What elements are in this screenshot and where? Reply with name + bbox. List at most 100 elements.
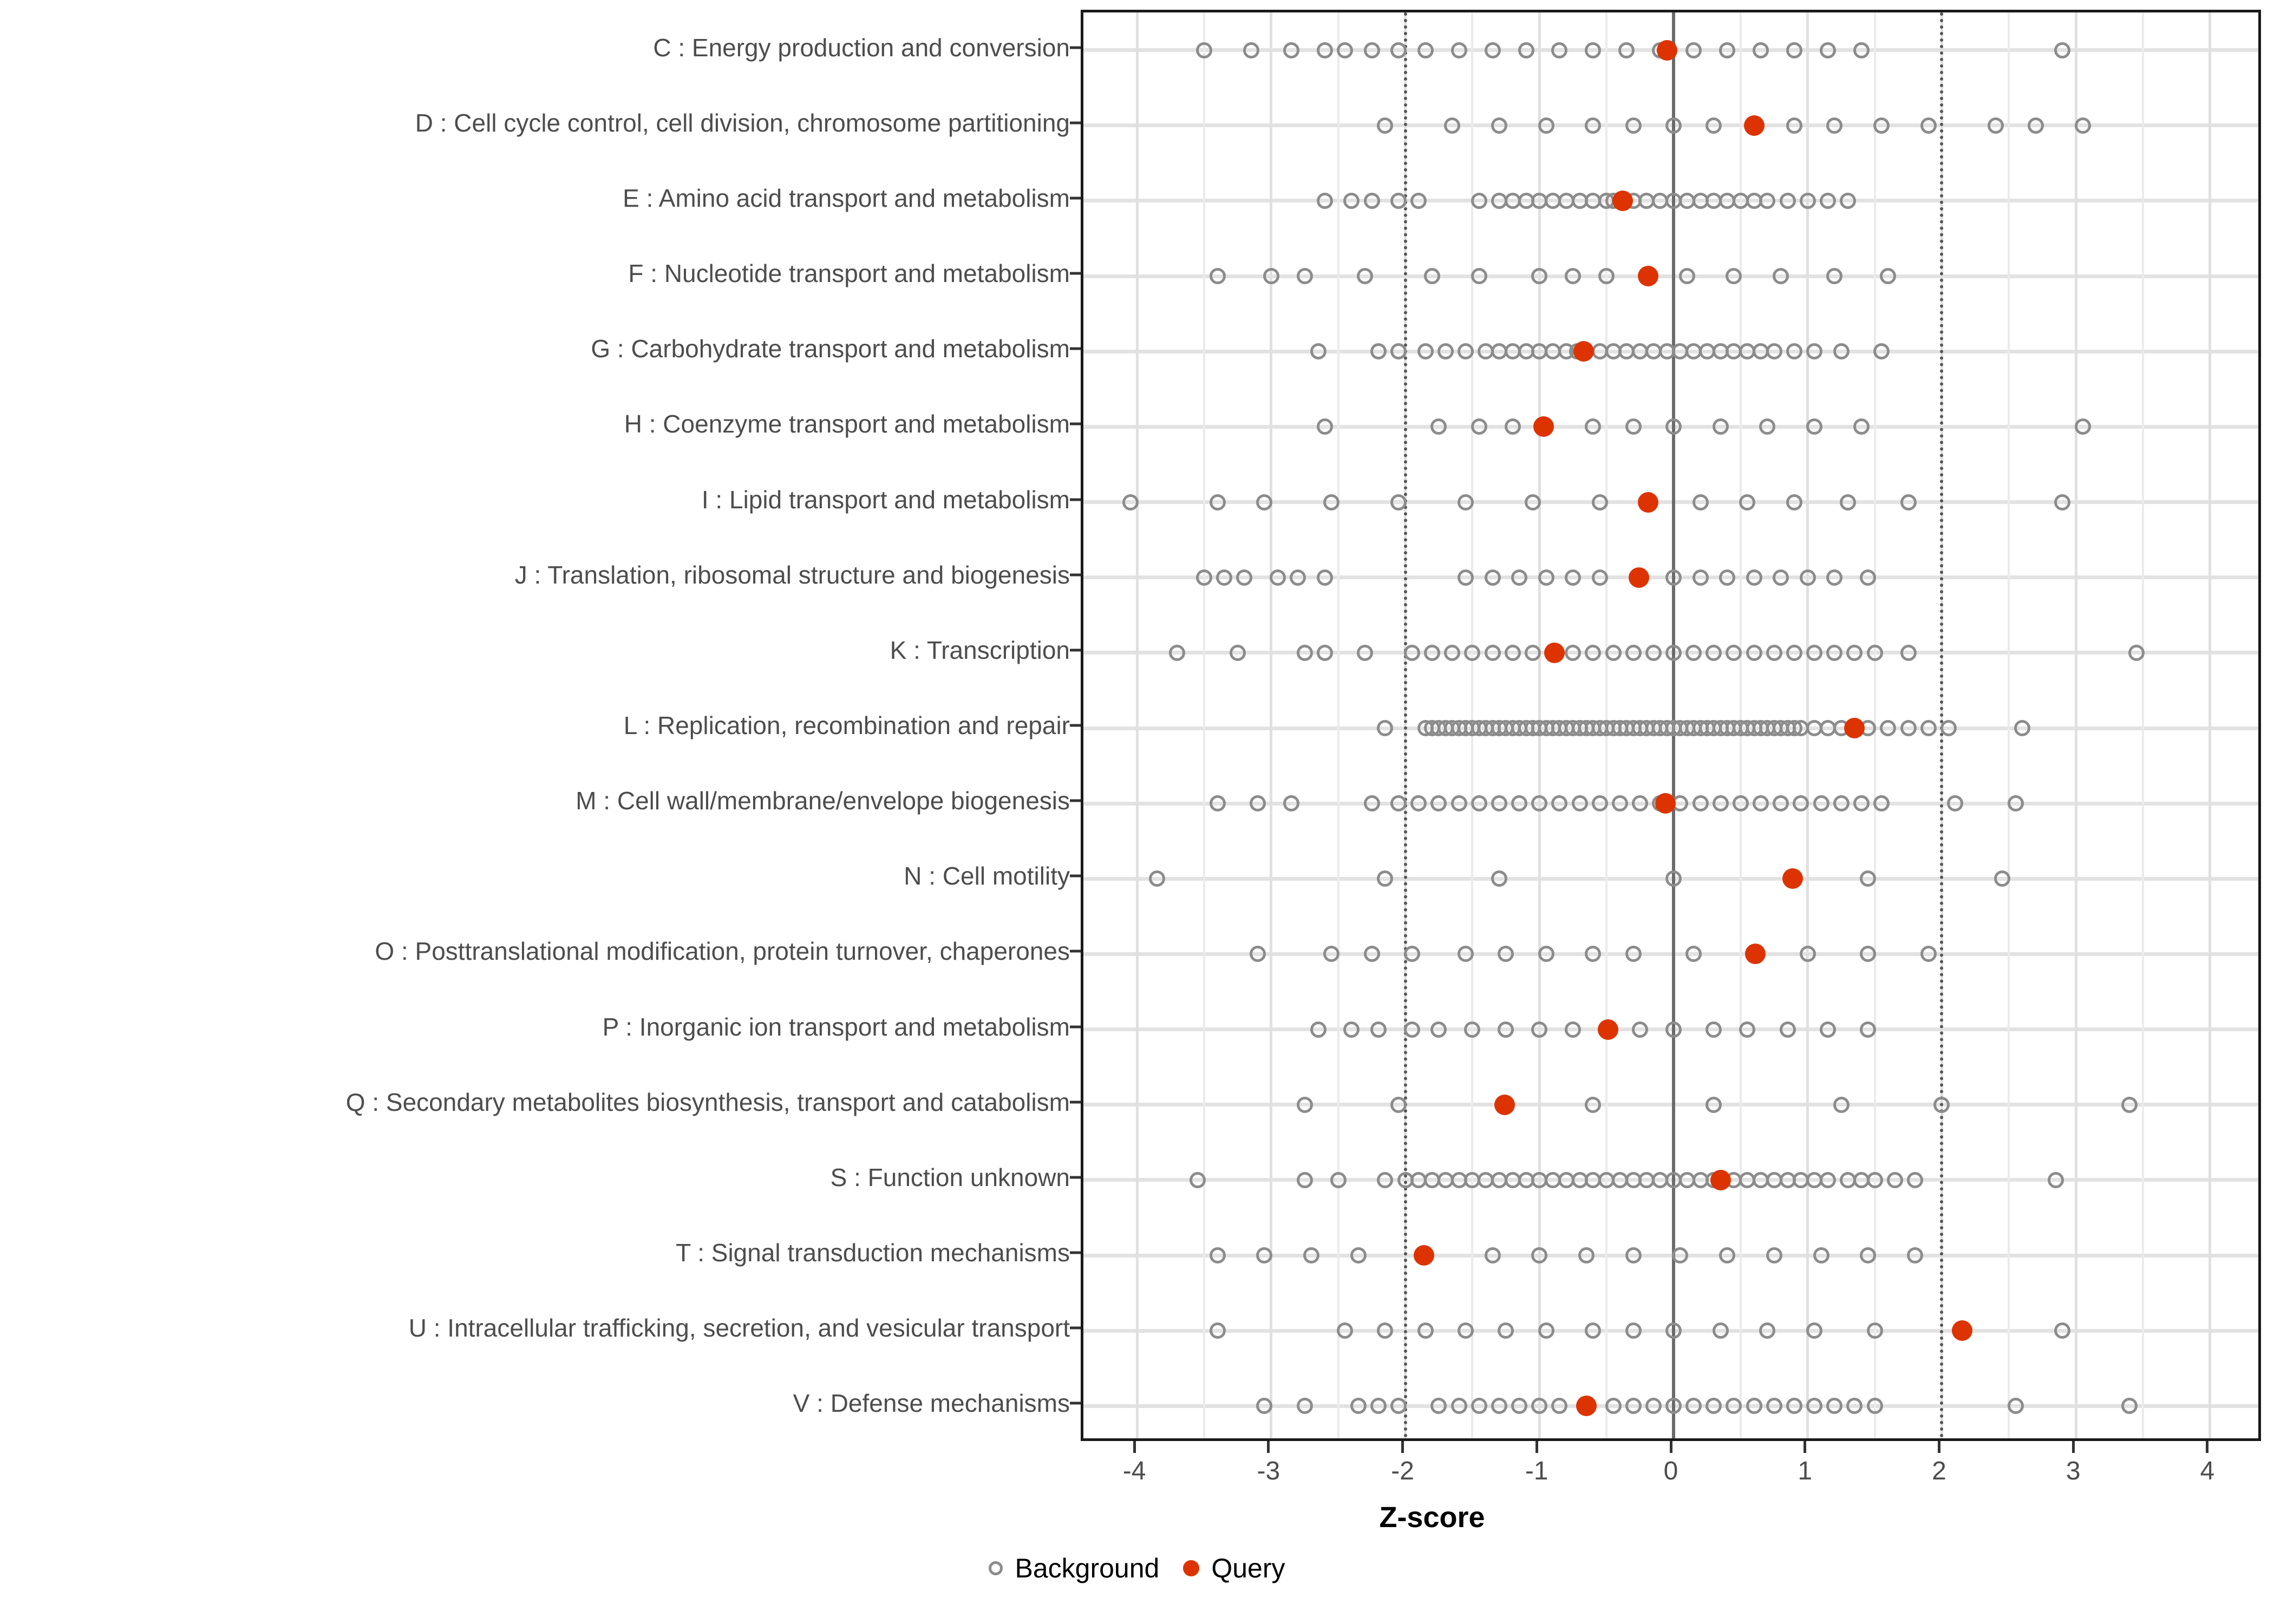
background-point — [1933, 1096, 1950, 1113]
query-point[interactable] — [1782, 868, 1803, 889]
background-point — [1343, 192, 1360, 209]
y-axis-label-i: I : Lipid transport and metabolism — [701, 485, 1070, 514]
background-point — [1826, 117, 1843, 134]
background-point — [2128, 644, 2145, 661]
query-filled-circle-icon — [1183, 1560, 1200, 1576]
background-point — [2007, 795, 2024, 812]
background-point — [1585, 117, 1602, 134]
background-point — [1773, 795, 1789, 812]
background-point — [2121, 1096, 2138, 1113]
background-point — [1853, 418, 1870, 435]
y-axis-label-q: Q : Secondary metabolites biosynthesis, … — [345, 1088, 1070, 1116]
background-point — [1209, 494, 1226, 510]
background-point — [1243, 42, 1259, 58]
background-point — [1377, 720, 1394, 736]
background-point — [1511, 569, 1528, 586]
background-point — [1296, 1171, 1313, 1188]
query-point[interactable] — [1573, 341, 1595, 362]
background-point — [1444, 644, 1461, 661]
query-point[interactable] — [1637, 492, 1658, 513]
query-point[interactable] — [1951, 1320, 1972, 1341]
query-point[interactable] — [1533, 416, 1554, 437]
background-point — [1665, 117, 1682, 134]
background-point — [1860, 870, 1877, 887]
y-axis-tick — [1070, 498, 1081, 501]
background-point — [1712, 1322, 1729, 1339]
background-point — [1806, 644, 1823, 661]
background-point — [1363, 795, 1380, 812]
background-point — [1585, 1096, 1602, 1113]
vertical-gridline-minor — [2008, 12, 2010, 1438]
background-point — [2054, 494, 2071, 510]
background-point — [1310, 1021, 1327, 1038]
y-axis-label-f: F : Nucleotide transport and metabolism — [628, 259, 1070, 288]
background-point — [1813, 1247, 1829, 1264]
x-axis-title: Z-score — [0, 1501, 2274, 1534]
background-point — [1531, 1247, 1548, 1264]
background-point — [1256, 1398, 1273, 1415]
background-point — [1846, 644, 1863, 661]
background-point — [1290, 569, 1306, 586]
background-point — [1377, 1322, 1394, 1339]
background-point — [1665, 418, 1682, 435]
query-point[interactable] — [1743, 115, 1765, 136]
background-point — [1531, 268, 1548, 285]
background-point — [1706, 644, 1722, 661]
background-point — [1739, 1021, 1756, 1038]
background-point — [1692, 569, 1709, 586]
background-point — [1685, 946, 1702, 962]
y-axis-label-p: P : Inorganic ion transport and metaboli… — [602, 1012, 1070, 1041]
background-point — [1464, 1021, 1481, 1038]
y-axis-label-e: E : Amino acid transport and metabolism — [623, 184, 1070, 212]
background-point — [1746, 644, 1762, 661]
query-point[interactable] — [1844, 718, 1865, 738]
y-axis-label-n: N : Cell motility — [904, 862, 1070, 890]
y-axis-label-j: J : Translation, ribosomal structure and… — [514, 560, 1070, 589]
legend-item-background[interactable]: Background — [989, 1555, 1159, 1582]
background-point — [1786, 494, 1802, 510]
background-point — [1585, 418, 1602, 435]
background-point — [1424, 268, 1441, 285]
query-point[interactable] — [1576, 1396, 1597, 1417]
background-point — [1296, 644, 1313, 661]
query-point[interactable] — [1656, 40, 1677, 61]
background-point — [1773, 268, 1789, 285]
y-axis-label-h: H : Coenzyme transport and metabolism — [624, 410, 1070, 438]
background-point — [1860, 1247, 1877, 1264]
background-point — [1719, 42, 1736, 58]
query-point[interactable] — [1655, 793, 1676, 814]
y-axis-tick — [1070, 1176, 1081, 1179]
background-point — [1417, 1322, 1434, 1339]
background-point — [1860, 569, 1877, 586]
background-point — [1833, 795, 1850, 812]
background-point — [1498, 1322, 1514, 1339]
x-axis-tick — [1133, 1441, 1136, 1453]
query-point[interactable] — [1637, 266, 1658, 287]
background-point — [1645, 1398, 1662, 1415]
legend-item-query[interactable]: Query — [1183, 1555, 1285, 1582]
horizontal-gridline — [1083, 274, 2258, 278]
background-point — [1719, 569, 1736, 586]
background-point — [1538, 1322, 1554, 1339]
query-point[interactable] — [1544, 642, 1565, 663]
y-axis-tick — [1070, 1251, 1081, 1254]
background-point — [1565, 268, 1582, 285]
y-axis-label-c: C : Energy production and conversion — [653, 33, 1070, 62]
query-point[interactable] — [1628, 567, 1649, 588]
query-point[interactable] — [1710, 1169, 1731, 1190]
x-axis-tick-label: 2 — [1932, 1457, 1946, 1485]
query-point[interactable] — [1597, 1019, 1618, 1040]
background-point — [1726, 1398, 1742, 1415]
background-point — [1806, 418, 1823, 435]
query-point[interactable] — [1494, 1094, 1515, 1115]
background-point — [2074, 117, 2091, 134]
background-point — [1296, 1398, 1313, 1415]
y-axis-label-v: V : Defense mechanisms — [793, 1389, 1070, 1418]
background-point — [1430, 418, 1447, 435]
query-point[interactable] — [1745, 944, 1766, 965]
query-point[interactable] — [1612, 190, 1633, 211]
query-point[interactable] — [1414, 1245, 1435, 1266]
background-point — [1424, 644, 1441, 661]
background-point — [1229, 644, 1246, 661]
background-point — [1860, 946, 1877, 962]
